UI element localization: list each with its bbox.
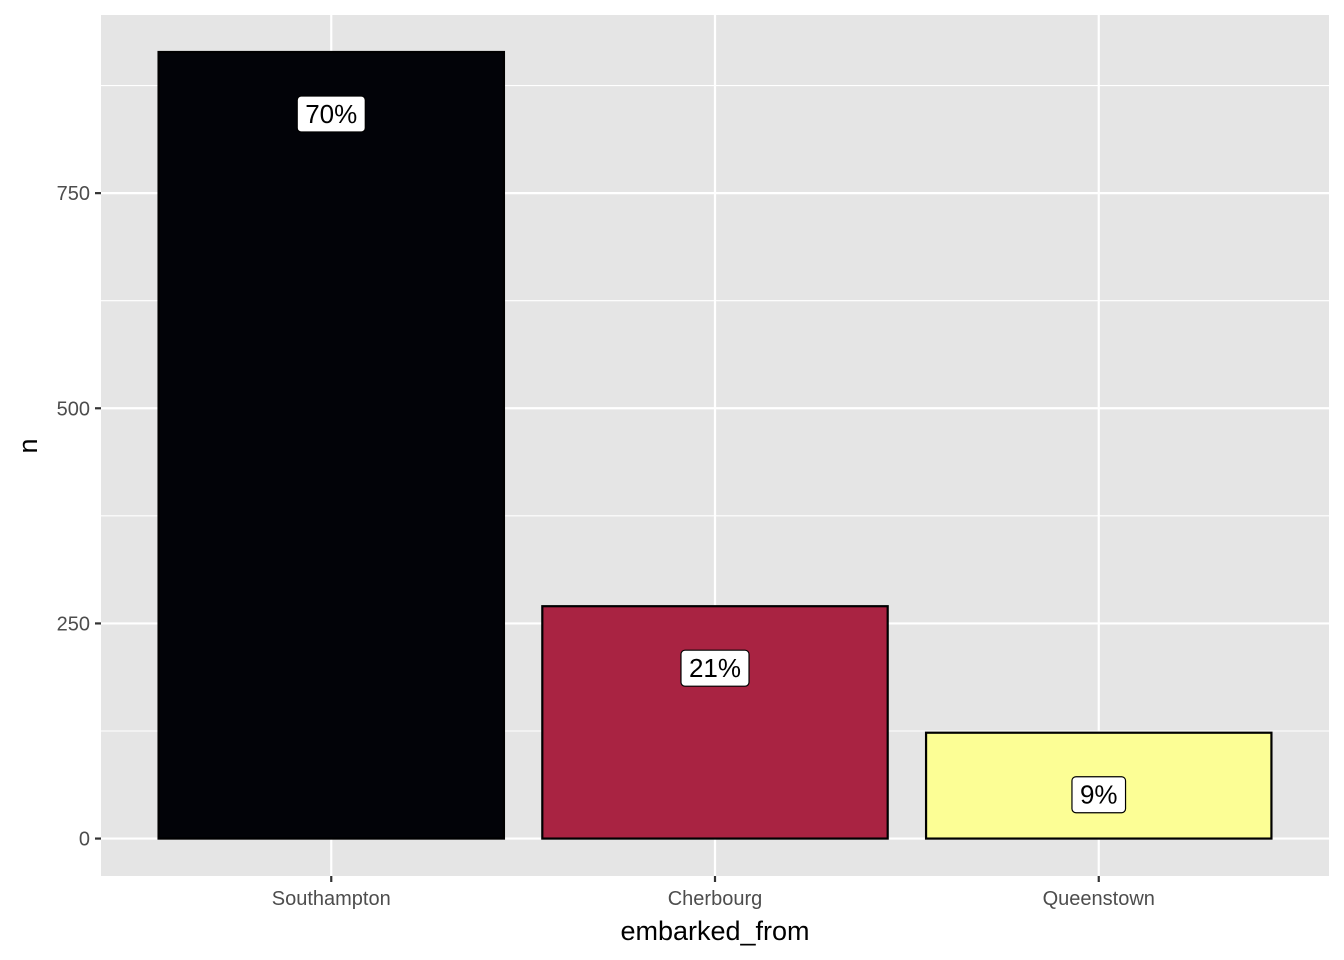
y-tick-label: 250 — [57, 613, 90, 635]
data-label-text: 21% — [689, 653, 741, 683]
data-label-box — [1071, 776, 1127, 814]
bar-southampton — [157, 50, 506, 840]
data-labels: 70% 21% 9% — [296, 95, 1127, 814]
data-label-text: 9% — [1080, 780, 1118, 810]
y-tick-label: 0 — [79, 829, 90, 851]
data-label-box — [680, 649, 750, 687]
x-axis-title: embarked_from — [620, 916, 809, 946]
y-tick-label: 750 — [57, 183, 90, 205]
bar-cherbourg — [541, 605, 889, 840]
y-tick-label: 500 — [57, 398, 90, 420]
x-tick-label: Queenstown — [1043, 888, 1155, 910]
data-label: 21% — [680, 649, 750, 687]
data-label-text: 70% — [305, 99, 357, 129]
x-tick-label: Southampton — [272, 888, 391, 910]
data-label: 70% — [296, 95, 366, 133]
y-axis: 0 250 500 750 — [57, 183, 101, 851]
data-label: 9% — [1071, 776, 1127, 814]
x-tick-label: Cherbourg — [668, 888, 763, 910]
y-axis-title: n — [13, 438, 43, 453]
data-label-box — [296, 95, 366, 133]
bars — [157, 50, 1273, 840]
x-axis: Southampton Cherbourg Queenstown — [272, 876, 1155, 910]
